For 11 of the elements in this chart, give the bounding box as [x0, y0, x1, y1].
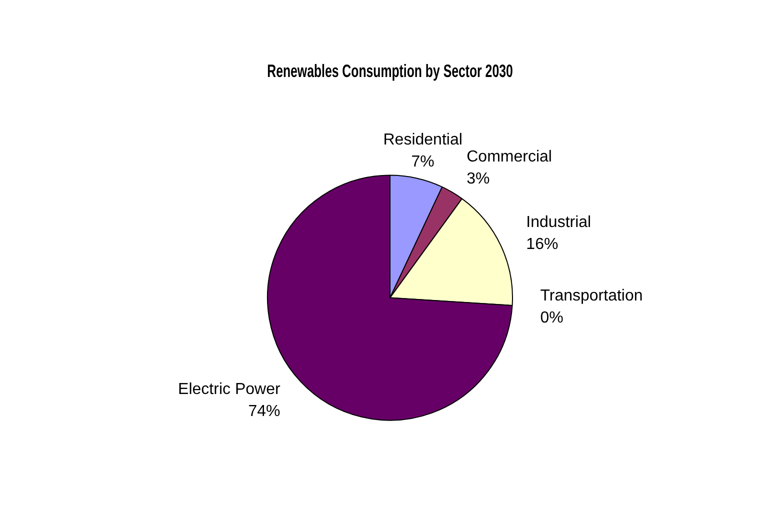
slice-label: Residential [383, 131, 462, 148]
data-label: 7% [411, 153, 434, 170]
slice-label: Industrial [526, 214, 592, 232]
slice-label: Commercial [466, 148, 552, 166]
data-label: 3% [466, 170, 490, 188]
category-label: Transportation [540, 288, 643, 305]
data-label: 16% [526, 236, 558, 254]
data-label: 74% [248, 403, 280, 420]
chart-title: Renewables Consumption by Sector 2030 [267, 62, 513, 82]
slice-label: Electric Power [178, 381, 281, 398]
text: 0% [540, 310, 564, 327]
